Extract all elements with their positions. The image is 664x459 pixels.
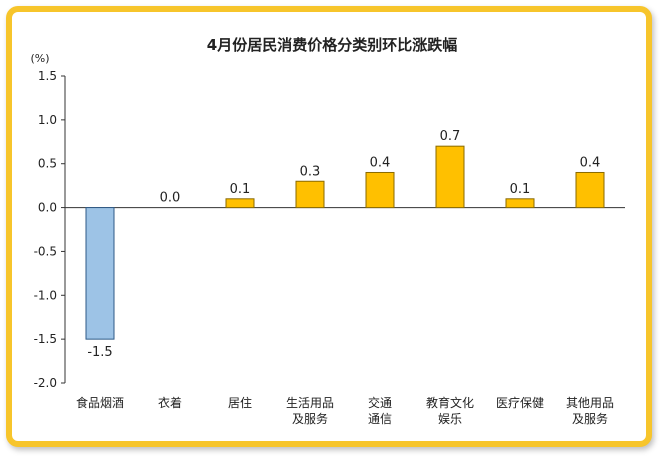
category-label: 娱乐 <box>438 412 462 426</box>
data-label: -1.5 <box>87 345 112 360</box>
y-tick-label: -1.0 <box>34 288 57 302</box>
bar <box>575 171 605 209</box>
data-label: 0.7 <box>440 129 461 144</box>
y-axis-unit: (%) <box>30 52 49 65</box>
bar <box>365 171 395 209</box>
chart-title: 4月份居民消费价格分类别环比涨跌幅 <box>207 36 457 54</box>
y-tick-label: 0.0 <box>38 201 57 215</box>
data-label: 0.4 <box>370 155 391 170</box>
y-tick-label: -0.5 <box>34 244 57 258</box>
data-labels: -1.5 0.0 0.1 0.3 0.4 0.7 0.1 0.4 <box>87 129 600 360</box>
axes: 1.5 1.0 0.5 0.0 -0.5 -1.0 -1.5 -2.0 <box>34 69 625 390</box>
category-label: 及服务 <box>572 411 608 426</box>
y-tick-label: -1.5 <box>34 332 57 346</box>
category-label: 教育文化 <box>426 395 474 410</box>
y-tick-label: 0.5 <box>38 157 57 171</box>
bar <box>295 180 325 209</box>
category-label: 通信 <box>368 412 392 426</box>
bar <box>85 207 115 340</box>
category-label: 交通 <box>368 395 392 410</box>
category-label: 食品烟酒 <box>76 395 124 410</box>
y-tick-label: 1.5 <box>38 69 57 83</box>
y-tick-label: 1.0 <box>38 113 57 127</box>
data-label: 0.0 <box>160 191 181 206</box>
data-label: 0.4 <box>580 155 601 170</box>
data-label: 0.3 <box>300 164 321 179</box>
data-label: 0.1 <box>510 182 531 197</box>
category-label: 居住 <box>228 396 252 410</box>
category-label: 衣着 <box>158 395 182 410</box>
data-label: 0.1 <box>230 182 251 197</box>
category-label: 及服务 <box>292 411 328 426</box>
bar <box>435 145 465 209</box>
category-label: 生活用品 <box>286 396 334 410</box>
bar <box>225 198 255 209</box>
y-tick-label: -2.0 <box>34 376 57 390</box>
category-label: 其他用品 <box>566 396 614 410</box>
bar <box>505 198 535 209</box>
category-label: 医疗保健 <box>496 396 544 410</box>
bars <box>85 145 605 340</box>
